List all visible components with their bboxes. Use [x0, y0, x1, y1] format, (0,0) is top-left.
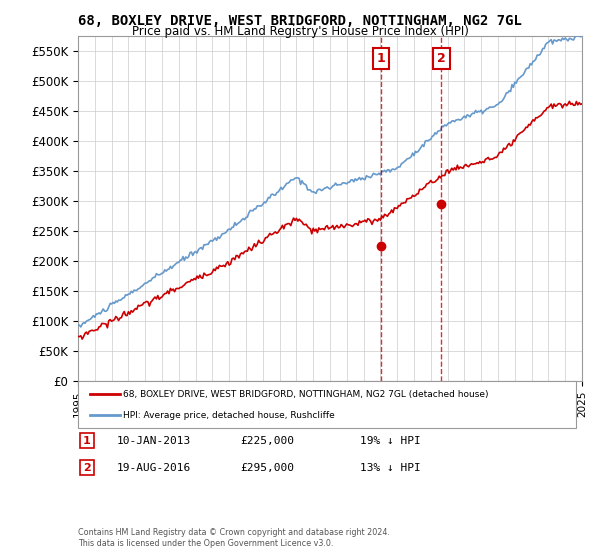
- Text: 19% ↓ HPI: 19% ↓ HPI: [360, 436, 421, 446]
- Text: 13% ↓ HPI: 13% ↓ HPI: [360, 463, 421, 473]
- Text: Contains HM Land Registry data © Crown copyright and database right 2024.
This d: Contains HM Land Registry data © Crown c…: [78, 528, 390, 548]
- Text: 2: 2: [437, 52, 446, 65]
- Text: 2: 2: [83, 463, 91, 473]
- Text: £225,000: £225,000: [240, 436, 294, 446]
- Text: 10-JAN-2013: 10-JAN-2013: [117, 436, 191, 446]
- Text: 1: 1: [83, 436, 91, 446]
- Text: 68, BOXLEY DRIVE, WEST BRIDGFORD, NOTTINGHAM, NG2 7GL (detached house): 68, BOXLEY DRIVE, WEST BRIDGFORD, NOTTIN…: [123, 390, 488, 399]
- Text: 68, BOXLEY DRIVE, WEST BRIDGFORD, NOTTINGHAM, NG2 7GL: 68, BOXLEY DRIVE, WEST BRIDGFORD, NOTTIN…: [78, 14, 522, 28]
- Text: Price paid vs. HM Land Registry's House Price Index (HPI): Price paid vs. HM Land Registry's House …: [131, 25, 469, 38]
- Text: £295,000: £295,000: [240, 463, 294, 473]
- Text: 1: 1: [377, 52, 385, 65]
- Text: HPI: Average price, detached house, Rushcliffe: HPI: Average price, detached house, Rush…: [123, 410, 335, 419]
- Text: 19-AUG-2016: 19-AUG-2016: [117, 463, 191, 473]
